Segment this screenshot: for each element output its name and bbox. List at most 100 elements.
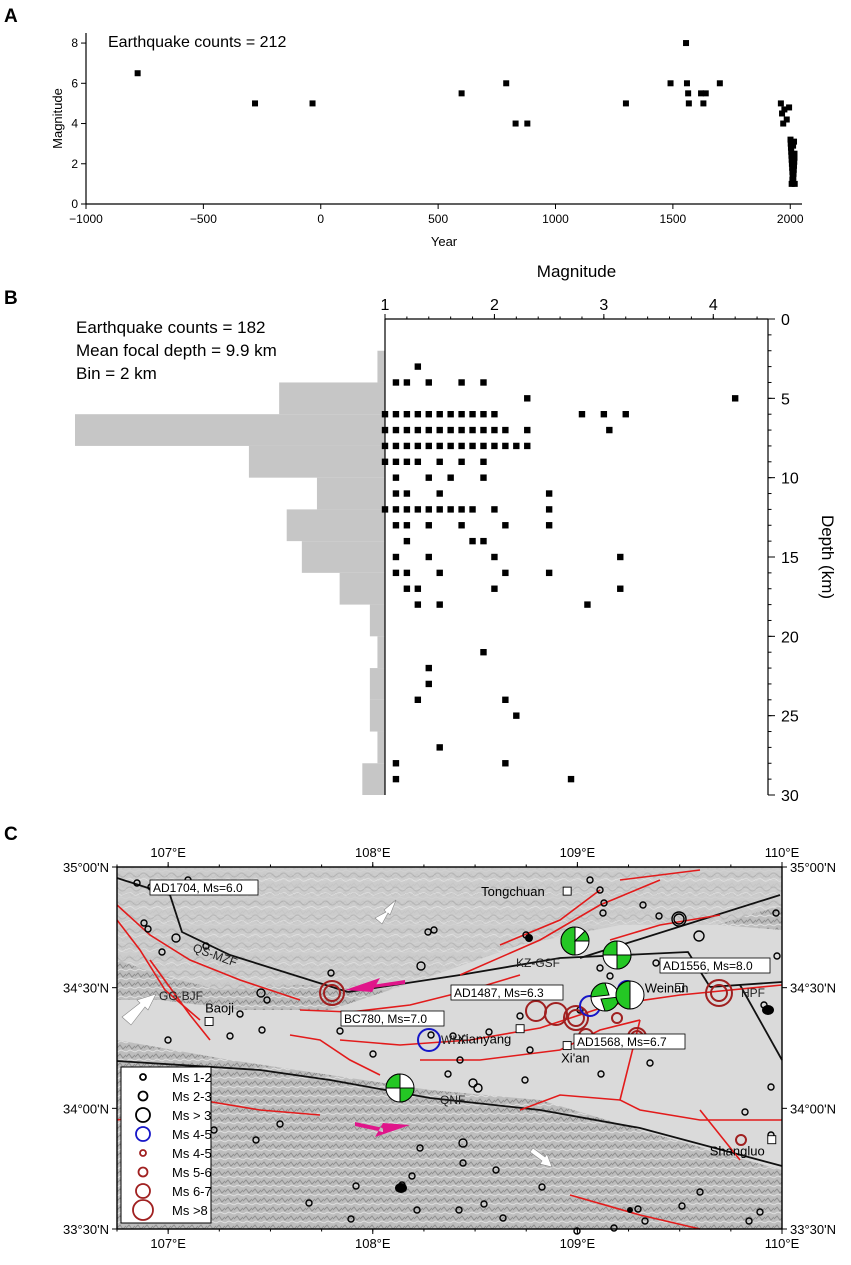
legend-marker: [139, 1073, 147, 1081]
data-point: [606, 426, 613, 434]
data-point: [685, 90, 692, 97]
focal-mechanisms: [385, 926, 645, 1103]
data-point: [480, 379, 487, 386]
y-tick-label: 30: [781, 788, 799, 805]
legend-marker: [137, 1166, 149, 1178]
histogram-bar: [286, 509, 385, 542]
data-point: [469, 411, 476, 418]
data-point: [403, 379, 411, 386]
stat-annotation: Bin = 2 km: [76, 364, 157, 383]
legend-marker: [137, 1090, 149, 1102]
data-point: [381, 458, 389, 465]
data-point: [403, 585, 411, 592]
data-point: [503, 80, 510, 87]
city-label: Weinan: [645, 981, 689, 996]
data-point: [524, 120, 531, 127]
data-point: [436, 442, 443, 450]
legend-marker: [135, 1126, 151, 1142]
data-point: [425, 474, 432, 481]
data-point: [392, 426, 400, 434]
data-point: [567, 775, 575, 783]
data-point: [545, 522, 553, 529]
lon-tick-label: 107°E: [150, 1236, 186, 1251]
city-marker: [767, 1135, 777, 1145]
data-point: [403, 490, 411, 497]
histogram-bar: [248, 445, 385, 478]
data-point: [436, 601, 443, 608]
data-point: [788, 180, 795, 187]
data-point: [667, 80, 674, 87]
lat-tick-label: 33°30'N: [790, 1222, 836, 1237]
histogram-bar: [316, 477, 385, 510]
data-point: [392, 775, 400, 783]
event-label: AD1704, Ms=6.0: [153, 881, 243, 895]
data-point: [700, 100, 707, 107]
data-point: [698, 90, 705, 97]
x-tick-label: 2000: [777, 212, 804, 226]
data-point: [436, 569, 443, 577]
data-point: [502, 426, 509, 434]
data-point: [134, 70, 141, 77]
city-label: Tongchuan: [481, 884, 545, 899]
lon-tick-label: 107°E: [150, 845, 186, 860]
stat-annotation: Earthquake counts = 182: [76, 318, 266, 337]
data-point: [403, 411, 411, 418]
data-point: [469, 537, 476, 545]
data-point: [502, 522, 509, 529]
data-point: [787, 136, 794, 143]
data-point: [392, 442, 400, 450]
histogram-bar: [377, 350, 385, 383]
lon-tick-label: 109°E: [560, 1236, 596, 1251]
lat-tick-label: 34°30'N: [63, 981, 109, 996]
city-marker: [562, 886, 572, 896]
data-point: [436, 458, 443, 465]
data-point: [790, 170, 797, 177]
data-point: [458, 411, 465, 418]
data-point: [425, 506, 432, 513]
data-point: [425, 680, 432, 688]
seismicity-circles: [133, 876, 781, 1235]
data-point: [425, 411, 432, 418]
data-point: [381, 506, 389, 513]
data-point: [392, 458, 400, 465]
x-tick-label: 1500: [660, 212, 687, 226]
legend-label: Ms 2-3: [172, 1089, 212, 1104]
data-point: [790, 142, 797, 149]
data-point: [414, 601, 422, 608]
data-point: [502, 442, 509, 450]
y-axis-label: Magnitude: [50, 88, 65, 149]
x-tick-label: 1: [381, 297, 390, 314]
data-point: [781, 106, 788, 113]
y-tick-label: 0: [71, 197, 78, 211]
data-point: [480, 458, 487, 465]
motion-arrows: [121, 899, 553, 1168]
strike-slip-arrows: [345, 978, 410, 1137]
fault-label: KZ-GSF: [516, 956, 560, 970]
data-point: [491, 426, 498, 434]
data-point: [524, 426, 531, 434]
data-point: [425, 442, 432, 450]
map-basin-plain: [117, 925, 782, 1170]
y-tick-label: 2: [71, 157, 78, 171]
data-point: [524, 395, 531, 402]
data-point: [414, 363, 422, 370]
lat-tick-label: 35°00'N: [63, 860, 109, 875]
legend-marker: [135, 1107, 151, 1123]
data-point: [392, 379, 400, 386]
city-marker: [675, 983, 685, 993]
data-point: [414, 411, 422, 418]
legend-marker: [132, 1199, 154, 1221]
data-point: [436, 744, 443, 751]
arrow-icon: [529, 1147, 553, 1168]
event-label: AD1568, Ms=6.7: [577, 1035, 667, 1049]
city-label: Xianyang: [457, 1032, 511, 1047]
data-point: [491, 585, 498, 592]
data-point: [513, 442, 520, 450]
data-point: [403, 426, 411, 434]
x-tick-label: 1000: [542, 212, 569, 226]
data-point: [403, 537, 411, 545]
data-point: [381, 426, 389, 434]
city-marker: [562, 1041, 572, 1051]
y-tick-label: 0: [781, 312, 790, 329]
